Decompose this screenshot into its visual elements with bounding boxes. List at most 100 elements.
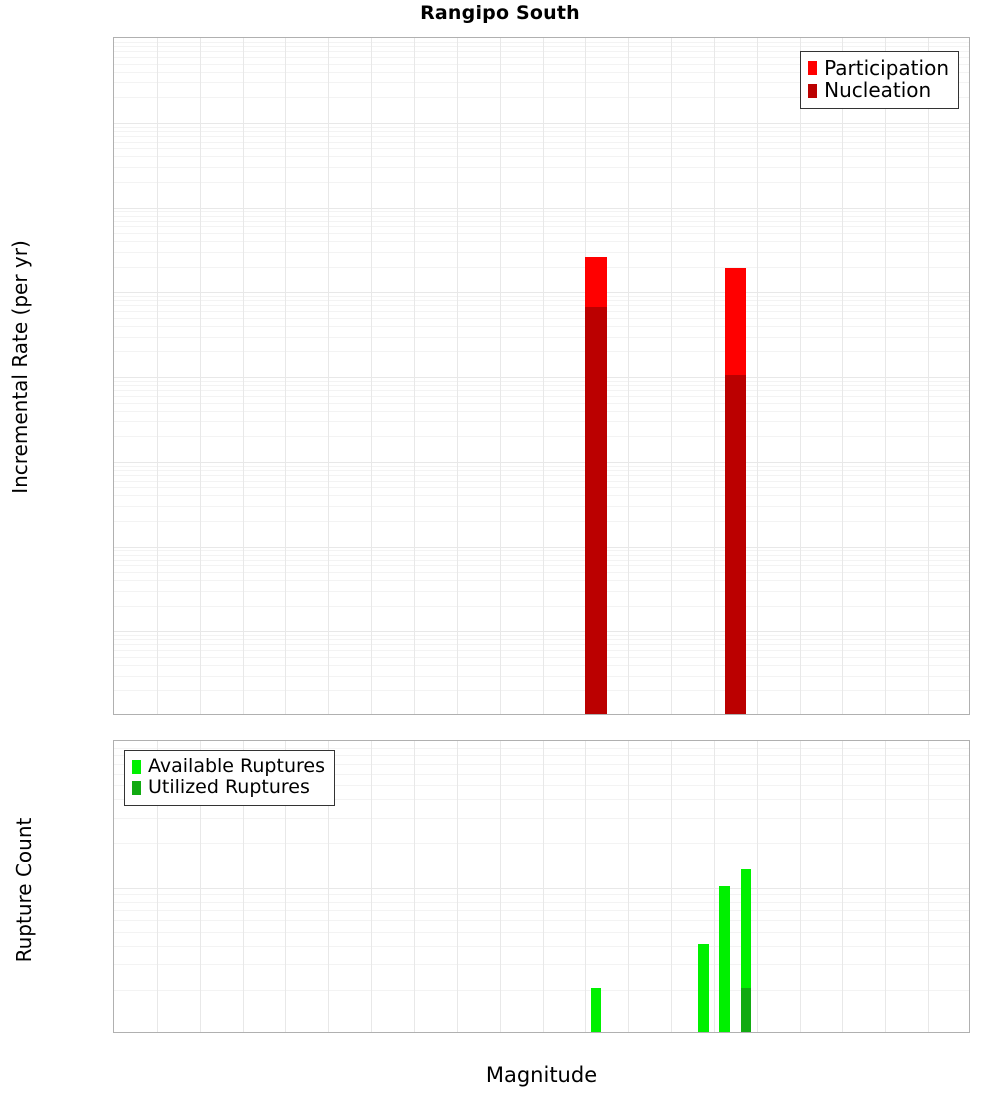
gridline-major-x [842, 38, 844, 714]
y-tick-minor-bottom [113, 764, 114, 765]
gridline-major-y [114, 377, 969, 378]
gridline-minor-y [114, 46, 969, 48]
gridline-major-x [499, 741, 501, 1032]
x-tick-bottom [114, 1032, 115, 1033]
gridline-minor-y [114, 311, 969, 313]
gridline-major-x [499, 38, 501, 714]
gridline-major-x [585, 741, 587, 1032]
bar-available-ruptures [697, 943, 709, 1032]
gridline-minor-y [114, 773, 969, 775]
gridline-minor-y [114, 141, 969, 143]
gridline-minor-y [114, 317, 969, 319]
gridline-minor-y [114, 220, 969, 222]
y-tick-top [113, 631, 114, 632]
x-tick-bottom [414, 1032, 415, 1033]
y-tick-top [113, 208, 114, 209]
gridline-minor-y [114, 635, 969, 637]
gridline-minor-y [114, 351, 969, 353]
x-tick-bottom [328, 1032, 329, 1033]
gridline-major-y [114, 207, 969, 209]
gridline-major-x [285, 38, 287, 714]
legend-item-participation: Participation [808, 57, 949, 79]
gridline-major-x [928, 741, 930, 1032]
gridline-minor-y [114, 41, 969, 43]
gridline-major-x [156, 741, 158, 1032]
gridline-major-x [756, 38, 758, 714]
gridline-major-x [885, 741, 887, 1032]
gridline-minor-y [114, 380, 969, 382]
x-tick-bottom [285, 1032, 286, 1033]
gridline-major-x [156, 38, 158, 714]
legend-item-available-ruptures: Available Ruptures [132, 755, 325, 777]
x-tick-top [671, 714, 672, 715]
gridline-minor-y [114, 590, 969, 592]
gridline-minor-y [114, 690, 969, 692]
gridline-minor-y [114, 480, 969, 482]
x-tick-bottom [457, 1032, 458, 1033]
x-tick-bottom [200, 1032, 201, 1033]
gridline-major-y [114, 546, 969, 548]
gridline-minor-y [114, 71, 969, 73]
gridline-minor-y [114, 135, 969, 137]
x-tick-bottom [500, 1032, 501, 1033]
x-axis-title: Magnitude [485, 1063, 598, 1087]
legend-item-nucleation: Nucleation [808, 79, 949, 102]
gridline-minor-y [114, 945, 969, 947]
gridline-minor-y [114, 251, 969, 253]
gridline-minor-y [114, 241, 969, 243]
y-axis-title-top: Incremental Rate (per yr) [8, 240, 32, 494]
gridline-major-x [628, 741, 630, 1032]
gridline-minor-y [114, 82, 969, 84]
x-tick-top [243, 714, 244, 715]
bar-available-ruptures [590, 987, 602, 1032]
gridline-major-x [756, 741, 758, 1032]
gridline-major-x [328, 38, 330, 714]
x-tick-top [414, 714, 415, 715]
gridline-minor-y [114, 305, 969, 307]
x-tick-top [500, 714, 501, 715]
gridline-minor-y [114, 465, 969, 467]
gridline-major-x [413, 741, 415, 1032]
top-plot-area: 10-210-310-410-510-610-710-810-910-10 [114, 38, 969, 714]
legend-item-utilized-ruptures: Utilized Ruptures [132, 776, 325, 799]
gridline-minor-y [114, 785, 969, 787]
x-tick-bottom [842, 1032, 843, 1033]
y-tick-top [113, 123, 114, 124]
x-tick-bottom [757, 1032, 758, 1033]
gridline-major-y [114, 122, 969, 124]
x-tick-top [457, 714, 458, 715]
gridline-minor-y [114, 266, 969, 268]
available-swatch-icon [132, 759, 141, 774]
gridline-minor-y [114, 894, 969, 896]
bar-available-ruptures [740, 868, 752, 1032]
gridline-minor-y [114, 964, 969, 966]
gridline-minor-y [114, 910, 969, 912]
gridline-major-y [114, 461, 969, 463]
y-tick-minor-bottom [113, 910, 114, 911]
gridline-major-y [114, 887, 969, 889]
gridline-major-y [114, 631, 969, 633]
gridline-major-x [542, 741, 544, 1032]
gridline-minor-y [114, 211, 969, 213]
x-tick-top [157, 714, 158, 715]
x-tick-top [800, 714, 801, 715]
gridline-minor-y [114, 385, 969, 387]
y-tick-top [113, 292, 114, 293]
gridline-minor-y [114, 639, 969, 641]
gridline-minor-y [114, 436, 969, 438]
gridline-major-x [413, 38, 415, 714]
gridline-minor-y [114, 51, 969, 53]
gridline-minor-y [114, 843, 969, 845]
x-tick-bottom [800, 1032, 801, 1033]
x-tick-top [628, 714, 629, 715]
bar-utilized-ruptures [740, 987, 752, 1032]
gridline-minor-y [114, 580, 969, 582]
gridline-major-x [671, 741, 673, 1032]
gridline-minor-y [114, 130, 969, 132]
legend-label: Utilized Ruptures [148, 776, 310, 799]
gridline-minor-y [114, 410, 969, 412]
gridline-major-x [542, 38, 544, 714]
y-tick-top [113, 462, 114, 463]
gridline-major-x [842, 741, 844, 1032]
gridline-major-x [456, 741, 458, 1032]
